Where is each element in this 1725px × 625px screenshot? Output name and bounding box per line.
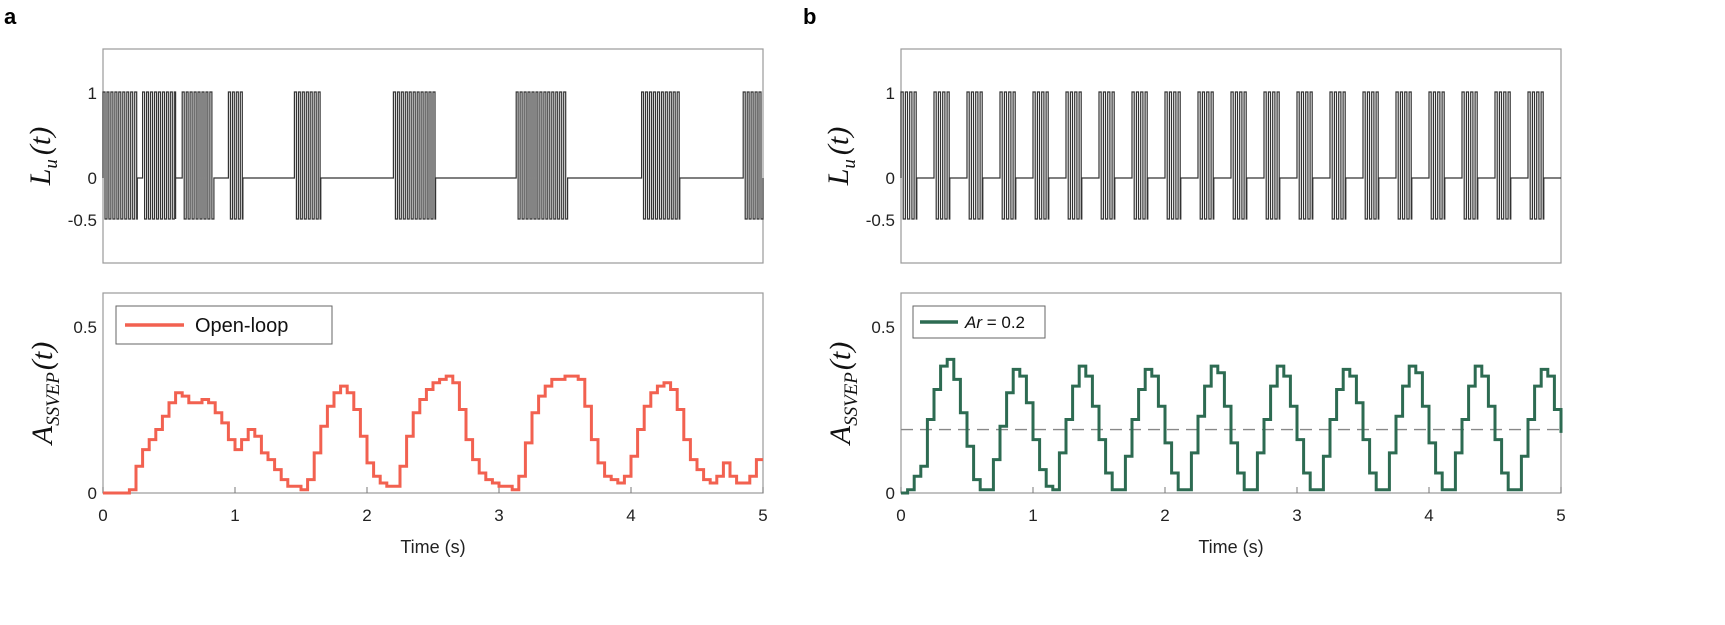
panel-b-xlabel: Time (s) [1198, 537, 1263, 557]
xtick-label: 3 [1292, 506, 1301, 525]
panel-b-top-ytick-0: 0 [886, 169, 895, 188]
panel-a-xlabel: Time (s) [400, 537, 465, 557]
xtick-label: 2 [1160, 506, 1169, 525]
xtick-label: 4 [1424, 506, 1433, 525]
panel-a-top-axes: Lu(t) 1 0 -0.5 [24, 48, 764, 264]
panel-a-top-ytick-neg05: -0.5 [68, 211, 97, 230]
panel-b-legend: Ar = 0.2 [912, 305, 1046, 339]
panel-a-bottom-ylabel: ASSVEP(t) [26, 342, 64, 446]
xtick-label: 5 [758, 506, 767, 525]
panel-b-legend-label: Ar = 0.2 [964, 313, 1025, 332]
xtick-label: 1 [1028, 506, 1037, 525]
xtick-label: 3 [494, 506, 503, 525]
panel-letter-a: a [4, 4, 17, 29]
panel-b-top-ytick-1: 1 [886, 84, 895, 103]
panel-a-top-signal-line [102, 91, 764, 220]
panel-a-open-loop-series [103, 374, 763, 495]
panel-b-top-ylabel: Lu(t) [822, 127, 860, 187]
panel-a-bottom-ytick-0: 0 [88, 484, 97, 503]
panel-a-top-ylabel: Lu(t) [24, 127, 62, 187]
panel-b-ar-series [901, 357, 1563, 495]
xtick-label: 0 [896, 506, 905, 525]
panel-b-bottom-ylabel: ASSVEP(t) [824, 342, 862, 446]
panel-a-legend: Open-loop [115, 305, 333, 345]
panel-a-top-ytick-0: 0 [88, 169, 97, 188]
panel-a-legend-label: Open-loop [195, 315, 288, 337]
panel-b-top-signal-line [900, 91, 1561, 220]
xtick-label: 2 [362, 506, 371, 525]
panel-a-bottom-axes: ASSVEP(t) 0.5 0 0 1 2 3 4 5 Time (s) Open-loo… [26, 292, 768, 557]
panel-a-xticks: 0 1 2 3 4 5 [98, 487, 768, 525]
panel-b-bottom-frame [900, 292, 1562, 494]
panel-a-top-ytick-1: 1 [88, 84, 97, 103]
panel-b-bottom-axes: ASSVEP(t) 0.5 0 0 1 2 3 4 5 Time (s) Ar = 0.2 [824, 292, 1566, 557]
panel-b-bottom-ytick-05: 0.5 [871, 318, 895, 337]
panel-b-bottom-ytick-0: 0 [886, 484, 895, 503]
panel-b-xticks: 0 1 2 3 4 5 [896, 487, 1566, 525]
panel-a-bottom-ytick-05: 0.5 [73, 318, 97, 337]
xtick-label: 1 [230, 506, 239, 525]
panel-a-bottom-frame [102, 292, 764, 494]
panel-b-top-ytick-neg05: -0.5 [866, 211, 895, 230]
xtick-label: 4 [626, 506, 635, 525]
panel-letter-b: b [803, 4, 816, 29]
xtick-label: 0 [98, 506, 107, 525]
xtick-label: 5 [1556, 506, 1565, 525]
panel-b-top-axes: Lu(t) 1 0 -0.5 [822, 48, 1562, 264]
